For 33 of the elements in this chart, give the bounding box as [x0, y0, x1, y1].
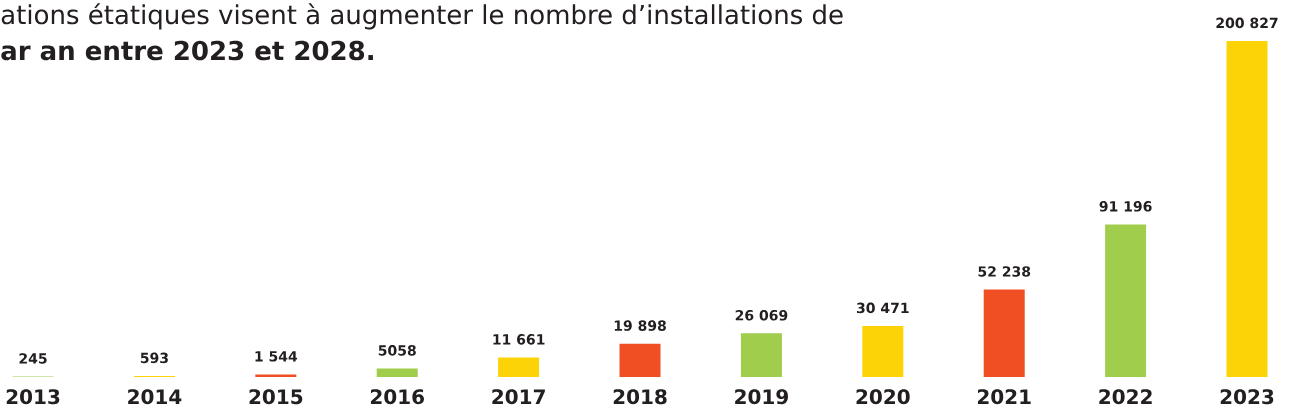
data-label: 26 069: [735, 309, 788, 321]
data-label: 30 471: [856, 302, 909, 314]
data-label: 5058: [378, 345, 416, 356]
x-tick-label: 2023: [1220, 389, 1274, 405]
data-label: 593: [140, 352, 168, 364]
bar: [255, 374, 297, 377]
data-label: 19 898: [614, 320, 666, 331]
bar: [619, 343, 661, 377]
x-tick-label: 2015: [249, 389, 303, 405]
bar: [376, 368, 418, 377]
bar: [1105, 224, 1147, 377]
x-tick-label: 2013: [6, 389, 60, 405]
data-label: 245: [19, 353, 47, 364]
bar: [983, 289, 1025, 377]
chart-subtitle: ar an entre 2023 et 2028.: [1, 40, 373, 61]
data-label: 91 196: [1099, 201, 1152, 212]
chart-title: ations étatiques visent à augmenter le nombre d’installations de: [1, 3, 843, 30]
x-tick-label: 2020: [856, 389, 910, 405]
x-tick-label: 2022: [1099, 389, 1152, 405]
bar: [1226, 40, 1268, 377]
data-label: 11 661: [493, 334, 545, 345]
x-tick-label: 2018: [613, 389, 667, 405]
x-tick-label: 2014: [128, 389, 182, 405]
x-tick-label: 2016: [370, 389, 424, 405]
bar: [862, 326, 904, 377]
x-tick-label: 2017: [492, 389, 545, 405]
bar: [498, 357, 540, 377]
bar: [740, 333, 782, 377]
x-tick-label: 2019: [735, 389, 788, 405]
data-label: 1 544: [255, 351, 298, 362]
data-label: 52 238: [978, 266, 1031, 277]
data-label: 200 827: [1216, 17, 1278, 29]
x-tick-label: 2021: [977, 389, 1031, 405]
